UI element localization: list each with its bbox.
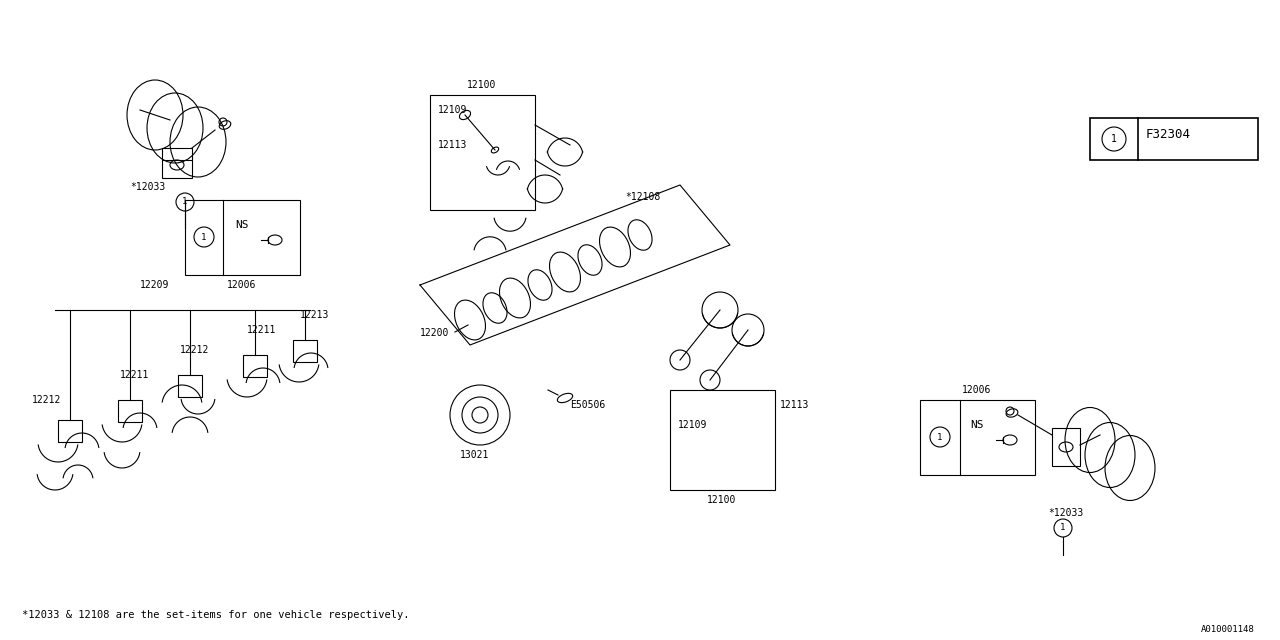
Text: 1: 1 (937, 433, 942, 442)
Bar (669, 390, 774, 490)
Bar (118, 400, 142, 422)
Bar (163, 148, 192, 178)
Text: 1: 1 (201, 232, 206, 241)
Text: 12200: 12200 (420, 328, 449, 338)
Text: 1: 1 (1060, 524, 1066, 532)
Bar (920, 400, 1036, 475)
Text: 12113: 12113 (438, 140, 467, 150)
Text: NS: NS (236, 220, 248, 230)
Text: A010001148: A010001148 (1201, 625, 1254, 634)
Bar (243, 355, 268, 377)
Text: 12209: 12209 (141, 280, 170, 290)
Text: NS: NS (970, 420, 983, 430)
Text: 12113: 12113 (780, 400, 809, 410)
Text: 12109: 12109 (678, 420, 708, 430)
Text: *12033 & 12108 are the set-items for one vehicle respectively.: *12033 & 12108 are the set-items for one… (22, 610, 410, 620)
Text: 12006: 12006 (963, 385, 992, 395)
Text: F32304: F32304 (1146, 128, 1190, 141)
Text: 12211: 12211 (247, 325, 276, 335)
Text: 12212: 12212 (180, 345, 210, 355)
Text: 12109: 12109 (438, 105, 467, 115)
Bar (1052, 428, 1080, 466)
Bar (186, 200, 300, 275)
Text: 1: 1 (182, 198, 188, 207)
Text: E50506: E50506 (570, 400, 605, 410)
Text: *12108: *12108 (625, 192, 660, 202)
Text: 12100: 12100 (708, 495, 737, 505)
Bar (1091, 118, 1258, 160)
Text: *12033: *12033 (131, 182, 165, 192)
Bar (178, 375, 202, 397)
Text: 12211: 12211 (120, 370, 150, 380)
Text: 12100: 12100 (467, 80, 497, 90)
Text: *12033: *12033 (1048, 508, 1083, 518)
Bar (58, 420, 82, 442)
Bar (430, 95, 535, 210)
Text: 12213: 12213 (300, 310, 329, 320)
Bar (293, 340, 317, 362)
Text: 12212: 12212 (32, 395, 61, 405)
Text: 12006: 12006 (228, 280, 257, 290)
Text: 1: 1 (1111, 134, 1117, 144)
Text: 13021: 13021 (460, 450, 489, 460)
